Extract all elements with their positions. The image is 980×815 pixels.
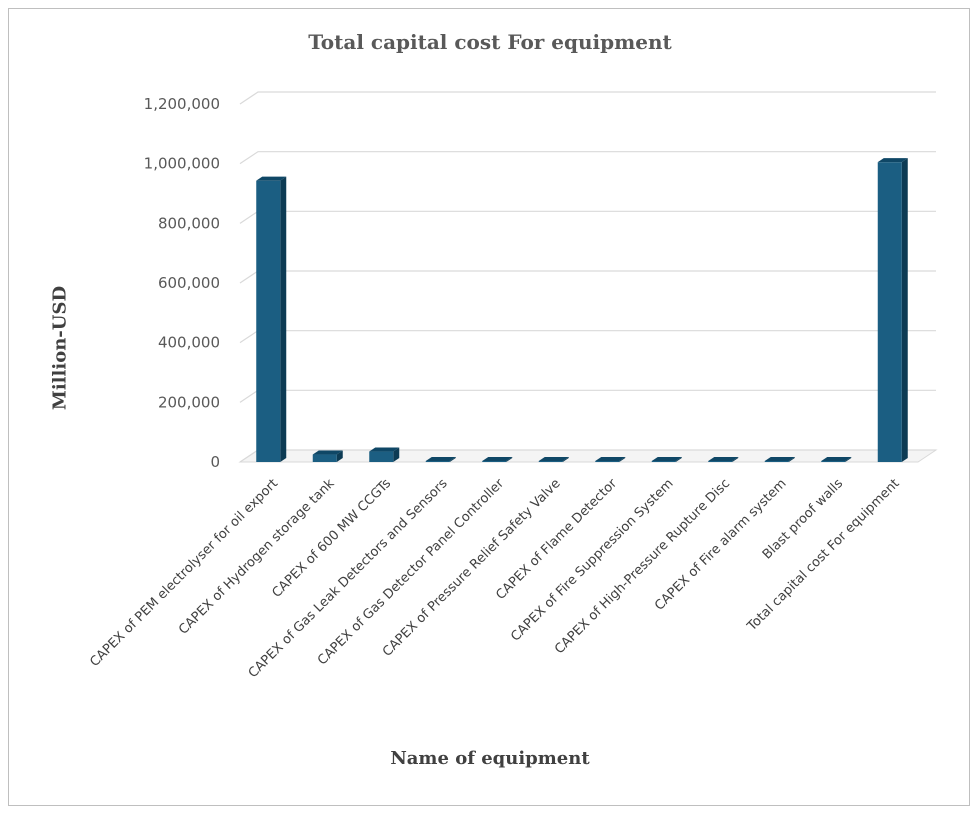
bar	[764, 457, 795, 462]
y-tick-label: 400,000	[158, 334, 220, 352]
bar-side	[788, 457, 795, 462]
bar-front	[538, 461, 563, 462]
bar-top	[538, 457, 569, 461]
y-tick-label: 1,200,000	[144, 95, 220, 113]
x-tick-label: CAPEX of Gas Leak Detectors and Sensors	[246, 476, 451, 681]
gridline	[239, 270, 936, 284]
bar-top	[312, 450, 343, 455]
bar-top	[369, 447, 400, 452]
x-axis-title: Name of equipment	[390, 748, 590, 769]
y-tick-label: 800,000	[158, 214, 220, 232]
bar	[538, 457, 569, 462]
bar-side	[675, 457, 682, 462]
bar-side	[901, 158, 908, 463]
bar	[369, 447, 400, 462]
y-tick-label: 1,000,000	[144, 155, 220, 173]
bar	[256, 176, 287, 462]
bar-front	[595, 461, 620, 462]
bar-side	[562, 457, 569, 462]
gridline	[239, 330, 936, 344]
bar-top	[877, 158, 908, 163]
bar-top	[425, 457, 456, 461]
x-tick-label: CAPEX of PEM electrolyser for oil export	[87, 476, 281, 670]
bar-side	[449, 457, 456, 462]
bar-top	[764, 457, 795, 461]
gridline	[239, 91, 936, 105]
gridline	[239, 151, 936, 165]
y-tick-label: 600,000	[158, 274, 220, 292]
bar-front	[821, 461, 846, 462]
bar	[482, 457, 513, 462]
bar-top	[595, 457, 626, 461]
gridline	[239, 210, 936, 224]
bar-front	[708, 461, 733, 462]
bar-top	[708, 457, 739, 461]
bar	[312, 450, 343, 462]
bar	[821, 457, 852, 462]
bar	[651, 457, 682, 462]
bar-front	[256, 180, 281, 462]
bar-front	[425, 461, 450, 462]
bar-side	[619, 457, 626, 462]
bar-front	[877, 162, 902, 463]
bar-side	[393, 447, 400, 462]
bar	[877, 158, 908, 463]
bar-top	[256, 176, 287, 181]
x-tick-label: CAPEX of 600 MW CCGTs	[269, 476, 394, 601]
bar-front	[312, 454, 337, 462]
bar-top	[482, 457, 513, 461]
y-tick-label: 200,000	[158, 393, 220, 411]
bar-front	[651, 461, 676, 462]
bar-side	[280, 176, 287, 462]
bar	[595, 457, 626, 462]
gridline	[239, 389, 936, 403]
bar-side	[845, 457, 852, 462]
bar-top	[651, 457, 682, 461]
bar-side	[732, 457, 739, 462]
bar-front	[764, 461, 789, 462]
y-tick-label: 0	[210, 453, 220, 471]
bar-front	[482, 461, 507, 462]
bar	[425, 457, 456, 462]
bar-side	[336, 450, 343, 462]
chart-title: Total capital cost For equipment	[308, 30, 672, 54]
bar-top	[821, 457, 852, 461]
bar-front	[369, 451, 394, 462]
bar-side	[506, 457, 513, 462]
bar	[708, 457, 739, 462]
chart-frame	[8, 8, 970, 806]
